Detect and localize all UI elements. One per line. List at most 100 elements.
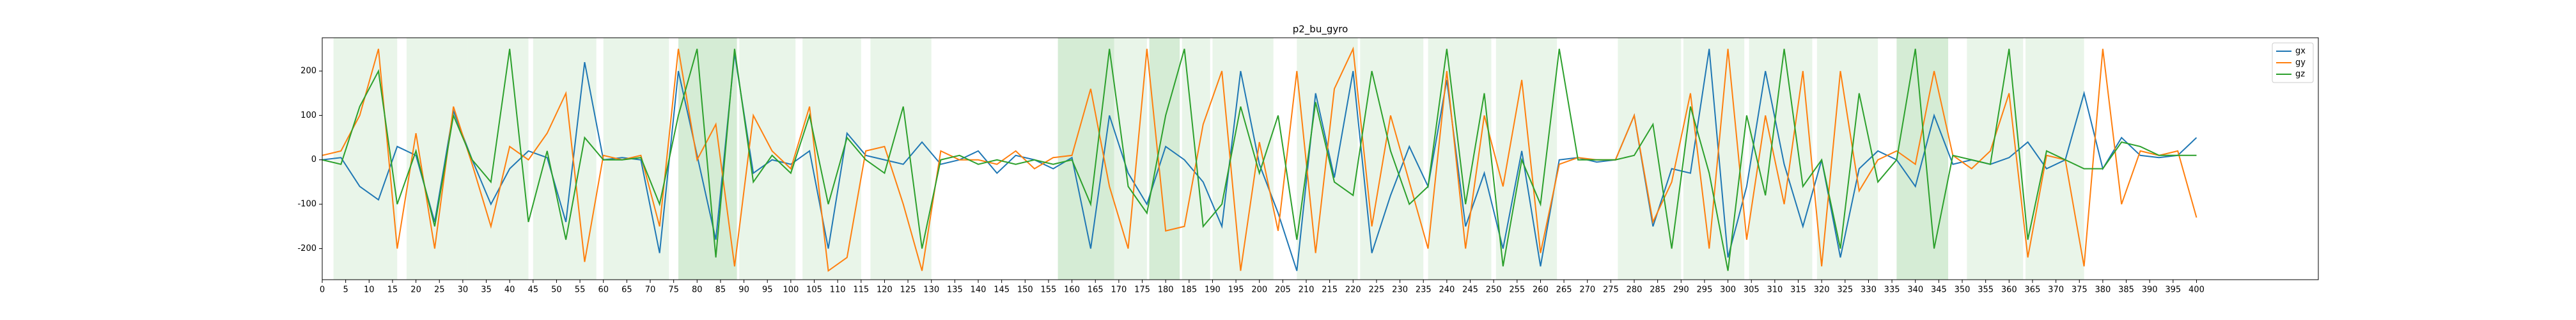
highlight-span <box>1149 38 1180 280</box>
y-tick-label: 200 <box>301 67 316 76</box>
x-tick-label: 400 <box>2189 285 2205 295</box>
legend-label: gz <box>2295 70 2305 79</box>
x-tick-label: 390 <box>2142 285 2158 295</box>
x-tick-label: 380 <box>2095 285 2111 295</box>
x-tick-label: 240 <box>1439 285 1455 295</box>
x-tick-label: 345 <box>1931 285 1947 295</box>
x-tick-label: 370 <box>2048 285 2064 295</box>
x-tick-label: 335 <box>1884 285 1900 295</box>
x-tick-label: 10 <box>364 285 375 295</box>
x-tick-label: 365 <box>2025 285 2041 295</box>
highlight-span <box>802 38 861 280</box>
x-tick-label: 25 <box>434 285 445 295</box>
series-line <box>322 49 2197 271</box>
x-tick-label: 135 <box>947 285 963 295</box>
x-tick-label: 145 <box>994 285 1010 295</box>
x-tick-label: 70 <box>645 285 656 295</box>
x-tick-label: 80 <box>692 285 703 295</box>
x-tick-label: 350 <box>1955 285 1971 295</box>
x-tick-label: 265 <box>1556 285 1572 295</box>
x-tick-label: 125 <box>900 285 916 295</box>
x-tick-label: 255 <box>1509 285 1525 295</box>
y-tick-label: -100 <box>297 200 316 209</box>
x-tick-label: 205 <box>1275 285 1291 295</box>
x-tick-label: 210 <box>1299 285 1315 295</box>
x-tick-label: 85 <box>715 285 726 295</box>
x-tick-label: 175 <box>1134 285 1150 295</box>
x-tick-label: 180 <box>1158 285 1174 295</box>
x-tick-label: 245 <box>1462 285 1478 295</box>
x-tick-label: 290 <box>1673 285 1689 295</box>
x-tick-label: 160 <box>1064 285 1080 295</box>
x-tick-label: 95 <box>762 285 773 295</box>
x-tick-label: 90 <box>738 285 749 295</box>
series-line <box>322 46 2197 272</box>
x-tick-label: 215 <box>1322 285 1338 295</box>
x-tick-label: 110 <box>830 285 846 295</box>
x-tick-label: 0 <box>320 285 325 295</box>
x-tick-label: 310 <box>1767 285 1783 295</box>
highlight-span <box>1683 38 1745 280</box>
legend-box <box>2272 42 2314 83</box>
y-tick-label: 100 <box>301 111 316 120</box>
chart-title: p2_bu_gyro <box>1293 24 1348 36</box>
x-tick-label: 185 <box>1181 285 1197 295</box>
highlight-span <box>1297 38 1358 280</box>
x-tick-label: 130 <box>923 285 939 295</box>
legend-label: gy <box>2295 58 2306 68</box>
x-tick-label: 55 <box>575 285 586 295</box>
x-tick-label: 5 <box>343 285 348 295</box>
x-tick-label: 165 <box>1088 285 1104 295</box>
highlight-span <box>1816 38 1878 280</box>
x-tick-label: 15 <box>387 285 398 295</box>
x-tick-label: 395 <box>2165 285 2181 295</box>
x-tick-label: 35 <box>481 285 492 295</box>
y-tick-label: 0 <box>311 155 316 164</box>
highlight-span <box>406 38 468 280</box>
x-tick-label: 315 <box>1790 285 1806 295</box>
plot-frame <box>322 37 2319 280</box>
x-tick-label: 150 <box>1017 285 1033 295</box>
x-tick-label: 100 <box>783 285 799 295</box>
x-tick-label: 375 <box>2072 285 2088 295</box>
x-tick-label: 300 <box>1720 285 1736 295</box>
x-tick-label: 50 <box>551 285 562 295</box>
x-tick-label: 40 <box>504 285 515 295</box>
x-tick-label: 75 <box>668 285 679 295</box>
x-tick-label: 295 <box>1697 285 1713 295</box>
x-tick-label: 340 <box>1907 285 1923 295</box>
highlight-span <box>1149 38 1180 280</box>
x-tick-label: 235 <box>1416 285 1432 295</box>
x-tick-label: 275 <box>1603 285 1619 295</box>
x-tick-label: 220 <box>1345 285 1361 295</box>
x-tick-label: 105 <box>806 285 822 295</box>
legend-label: gx <box>2295 47 2306 56</box>
x-tick-label: 120 <box>877 285 893 295</box>
x-tick-label: 330 <box>1861 285 1877 295</box>
highlight-span <box>467 38 529 280</box>
x-tick-label: 325 <box>1837 285 1853 295</box>
series-line <box>322 49 2197 271</box>
y-tick-label: -200 <box>297 244 316 253</box>
highlight-span <box>1495 38 1557 280</box>
x-tick-label: 140 <box>971 285 987 295</box>
x-tick-label: 285 <box>1650 285 1666 295</box>
highlight-span <box>678 38 737 280</box>
x-tick-label: 200 <box>1251 285 1267 295</box>
x-tick-label: 195 <box>1228 285 1244 295</box>
x-tick-label: 305 <box>1744 285 1760 295</box>
x-tick-label: 45 <box>528 285 539 295</box>
x-tick-label: 270 <box>1579 285 1595 295</box>
highlight-span <box>739 38 796 280</box>
highlight-span <box>533 38 597 280</box>
x-tick-label: 170 <box>1111 285 1127 295</box>
x-tick-label: 115 <box>853 285 869 295</box>
x-tick-label: 20 <box>410 285 421 295</box>
x-tick-label: 60 <box>598 285 609 295</box>
x-tick-label: 190 <box>1205 285 1221 295</box>
highlight-span <box>1967 38 2024 280</box>
x-tick-label: 155 <box>1041 285 1057 295</box>
highlight-span <box>1114 38 1147 280</box>
